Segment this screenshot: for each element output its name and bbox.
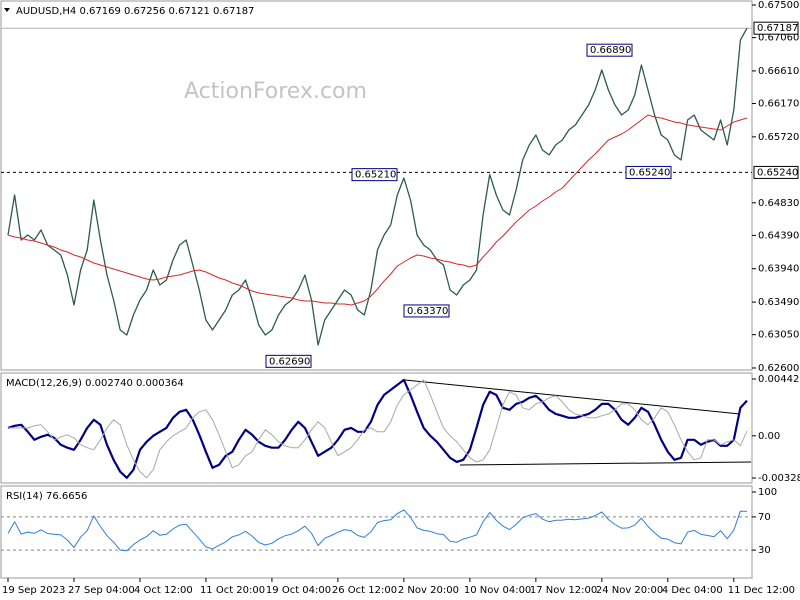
x-tick-label: 17 Nov 12:00	[530, 585, 597, 596]
series-line	[8, 379, 748, 479]
annotation-box	[586, 43, 633, 57]
x-tick-label: 24 Nov 20:00	[596, 585, 663, 596]
series-line	[7, 27, 748, 346]
macd-trendline	[459, 461, 752, 466]
y-tick-label: 0.004427	[758, 374, 800, 385]
panel-frame	[0, 0, 753, 371]
panel-title: MACD(12,26,9) 0.002740 0.000364	[6, 378, 184, 389]
y-tick-label: 0.63940	[758, 264, 799, 275]
y-tick-label: 0.67060	[758, 33, 799, 44]
panel-title: AUDUSD,H4 0.67169 0.67256 0.67121 0.6718…	[16, 6, 254, 17]
x-tick-label: 19 Oct 04:00	[266, 585, 331, 596]
annotation-box	[351, 168, 398, 182]
annotation-box	[265, 354, 312, 368]
series-line	[7, 509, 748, 552]
panel-frame	[0, 372, 753, 484]
y-tick-label: 0.64390	[758, 230, 799, 241]
annotation-box	[625, 165, 672, 179]
series-line	[7, 378, 748, 479]
last-price-label: 0.67187	[757, 23, 798, 34]
x-tick-label: 26 Oct 12:00	[332, 585, 397, 596]
y-tick-label: 0.63050	[758, 330, 799, 341]
last-price-box	[753, 21, 799, 35]
series-line	[7, 114, 748, 306]
y-tick-label: 30	[758, 545, 771, 556]
y-tick-label: 100	[758, 487, 777, 498]
panel-title: RSI(14) 76.6656	[6, 491, 87, 502]
x-tick-label: 11 Oct 20:00	[200, 585, 265, 596]
x-tick-label: 11 Dec 12:00	[728, 585, 795, 596]
y-tick-label: 0.62600	[758, 363, 799, 374]
y-tick-label: 0.67500	[758, 0, 799, 11]
x-tick-label: 10 Nov 04:00	[464, 585, 531, 596]
y-tick-label: -0.003288	[758, 473, 800, 484]
x-tick-label: 27 Sep 04:00	[68, 585, 135, 596]
y-tick-label: 0.66170	[758, 99, 799, 110]
x-tick-label: 2 Nov 20:00	[398, 585, 459, 596]
y-tick-label: 0.66610	[758, 66, 799, 77]
x-tick-label: 4 Dec 04:00	[662, 585, 723, 596]
y-tick-label: 70	[758, 512, 771, 523]
x-tick-label: 19 Sep 2023	[2, 585, 65, 596]
annotation-label: 0.62690	[269, 356, 310, 367]
level-label-box	[753, 165, 799, 179]
y-tick-label: 0.65720	[758, 132, 799, 143]
annotation-label: 0.63370	[407, 306, 448, 317]
annotation-label: 0.65240	[629, 167, 670, 178]
annotation-label: 0.66890	[590, 45, 631, 56]
symbol-menu-icon	[4, 8, 10, 12]
watermark: ActionForex.com	[184, 79, 367, 104]
annotation-label: 0.65210	[355, 170, 396, 181]
y-tick-label: 0.00	[758, 431, 780, 442]
level-label: 0.65240	[757, 167, 798, 178]
y-tick-label: 0.64830	[758, 198, 799, 209]
annotation-box	[403, 304, 450, 318]
panel-frame	[0, 485, 753, 579]
y-tick-label: 0.63490	[758, 297, 799, 308]
macd-trendline	[404, 379, 741, 415]
x-tick-label: 4 Oct 12:00	[134, 585, 193, 596]
